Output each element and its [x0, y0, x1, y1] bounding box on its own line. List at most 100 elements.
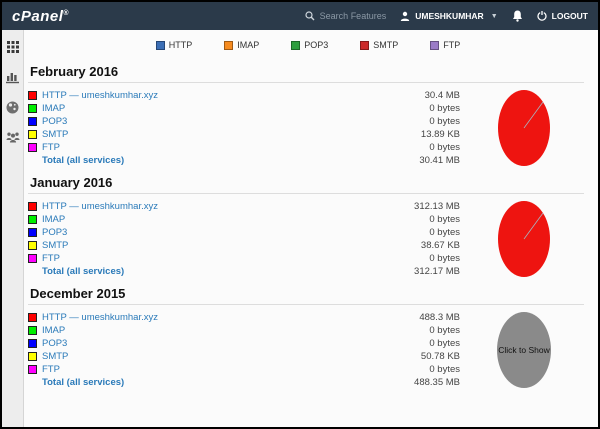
service-color-chip: [28, 228, 37, 237]
divider: [28, 82, 584, 83]
bandwidth-pie-chart[interactable]: [497, 200, 551, 278]
bandwidth-pie-chart[interactable]: [497, 89, 551, 167]
section-body: HTTP — umeshkumhar.xyz 30.4 MB IMAP 0 by…: [28, 89, 588, 167]
usage-row-pop3: POP3 0 bytes: [28, 226, 460, 239]
usage-row-http: HTTP — umeshkumhar.xyz 488.3 MB: [28, 311, 460, 324]
legend-label: SMTP: [373, 40, 399, 50]
usage-row-ftp: FTP 0 bytes: [28, 141, 460, 154]
service-link[interactable]: SMTP: [42, 240, 69, 251]
total-value: 488.35 MB: [414, 377, 460, 388]
service-link[interactable]: POP3: [42, 227, 68, 238]
left-sidebar: [2, 30, 24, 427]
navbar-right-controls: Search Features UMESHKUMHAR ▼ LOGOUT: [305, 10, 588, 22]
month-heading: February 2016: [30, 64, 119, 79]
usage-row-total: Total (all services) 488.35 MB: [28, 376, 460, 389]
usage-table: HTTP — umeshkumhar.xyz 312.13 MB IMAP 0 …: [28, 200, 460, 278]
usage-value: 0 bytes: [429, 227, 460, 238]
usage-row-imap: IMAP 0 bytes: [28, 213, 460, 226]
legend-label: FTP: [443, 40, 461, 50]
sidebar-user-manager-icon[interactable]: [6, 130, 20, 144]
pie-chart-cell: [460, 200, 588, 278]
total-link[interactable]: Total (all services): [42, 266, 125, 277]
service-link[interactable]: FTP: [42, 364, 60, 375]
service-link[interactable]: FTP: [42, 253, 60, 264]
chevron-down-icon: ▼: [490, 12, 498, 20]
service-link[interactable]: POP3: [42, 338, 68, 349]
notifications-button[interactable]: [512, 10, 523, 22]
usage-row-pop3: POP3 0 bytes: [28, 337, 460, 350]
legend-color-chip: [224, 40, 234, 50]
search-features-label: Search Features: [319, 11, 387, 21]
service-color-chip: [28, 339, 37, 348]
service-link[interactable]: IMAP: [42, 325, 66, 336]
usage-table: HTTP — umeshkumhar.xyz 30.4 MB IMAP 0 by…: [28, 89, 460, 167]
service-link[interactable]: IMAP: [42, 214, 66, 225]
legend-color-chip: [430, 40, 440, 50]
service-color-chip: [28, 215, 37, 224]
month-heading: January 2016: [30, 175, 113, 190]
service-link[interactable]: HTTP — umeshkumhar.xyz: [42, 312, 158, 323]
logout-button[interactable]: LOGOUT: [537, 11, 588, 21]
usage-value: 488.3 MB: [419, 312, 460, 323]
total-link[interactable]: Total (all services): [42, 155, 125, 166]
service-color-chip: [28, 365, 37, 374]
bandwidth-content: HTTP IMAP POP3 SMTP FTP: [24, 30, 598, 427]
usage-value: 50.78 KB: [420, 351, 460, 362]
service-color-chip: [28, 143, 37, 152]
service-link[interactable]: SMTP: [42, 129, 69, 140]
service-color-chip: [28, 117, 37, 126]
usage-value: 0 bytes: [429, 253, 460, 264]
usage-row-pop3: POP3 0 bytes: [28, 115, 460, 128]
service-color-chip: [28, 91, 37, 100]
legend-label: POP3: [304, 40, 329, 50]
month-heading: December 2015: [30, 286, 126, 301]
usage-value: 0 bytes: [429, 103, 460, 114]
search-icon: [305, 11, 315, 21]
service-color-chip: [28, 241, 37, 250]
bell-icon: [512, 10, 523, 22]
legend-color-chip: [360, 40, 370, 50]
bandwidth-pie-chart-hidden[interactable]: Click to Show: [496, 311, 552, 389]
total-link[interactable]: Total (all services): [42, 377, 125, 388]
legend-label: HTTP: [168, 40, 193, 50]
service-link[interactable]: HTTP — umeshkumhar.xyz: [42, 90, 158, 101]
usage-value: 38.67 KB: [420, 240, 460, 251]
service-link[interactable]: SMTP: [42, 351, 69, 362]
sidebar-dashboard-globe-icon[interactable]: [6, 100, 20, 114]
pie-slice-line: [523, 101, 544, 129]
usage-value: 0 bytes: [429, 142, 460, 153]
legend-item-ftp: FTP: [430, 40, 460, 50]
usage-table: HTTP — umeshkumhar.xyz 488.3 MB IMAP 0 b…: [28, 311, 460, 389]
usage-value: 0 bytes: [429, 214, 460, 225]
search-features[interactable]: Search Features: [305, 11, 387, 21]
chip-spacer: [28, 156, 37, 165]
service-link[interactable]: HTTP — umeshkumhar.xyz: [42, 201, 158, 212]
chip-spacer: [28, 267, 37, 276]
usage-value: 0 bytes: [429, 116, 460, 127]
usage-value: 0 bytes: [429, 338, 460, 349]
user-icon: [400, 11, 410, 21]
pie-slice-line: [523, 212, 544, 240]
legend-item-http: HTTP: [155, 40, 193, 50]
service-color-chip: [28, 313, 37, 322]
username-label: UMESHKUMHAR: [415, 11, 484, 21]
service-color-chip: [28, 104, 37, 113]
service-color-chip: [28, 352, 37, 361]
service-link[interactable]: IMAP: [42, 103, 66, 114]
divider: [28, 304, 584, 305]
trademark-mark: ®: [63, 9, 70, 17]
usage-row-imap: IMAP 0 bytes: [28, 102, 460, 115]
usage-value: 0 bytes: [429, 364, 460, 375]
chip-spacer: [28, 378, 37, 387]
legend-item-pop3: POP3: [291, 40, 328, 50]
service-link[interactable]: FTP: [42, 142, 60, 153]
logout-label: LOGOUT: [551, 11, 588, 21]
service-link[interactable]: POP3: [42, 116, 68, 127]
sidebar-statistics-bar-chart-icon[interactable]: [5, 70, 20, 84]
cpanel-logo[interactable]: cPanel®: [12, 8, 69, 25]
section-body: HTTP — umeshkumhar.xyz 312.13 MB IMAP 0 …: [28, 200, 588, 278]
user-menu[interactable]: UMESHKUMHAR ▼: [400, 11, 498, 21]
sidebar-home-grid-icon[interactable]: [6, 40, 20, 54]
divider: [28, 193, 584, 194]
usage-row-ftp: FTP 0 bytes: [28, 363, 460, 376]
